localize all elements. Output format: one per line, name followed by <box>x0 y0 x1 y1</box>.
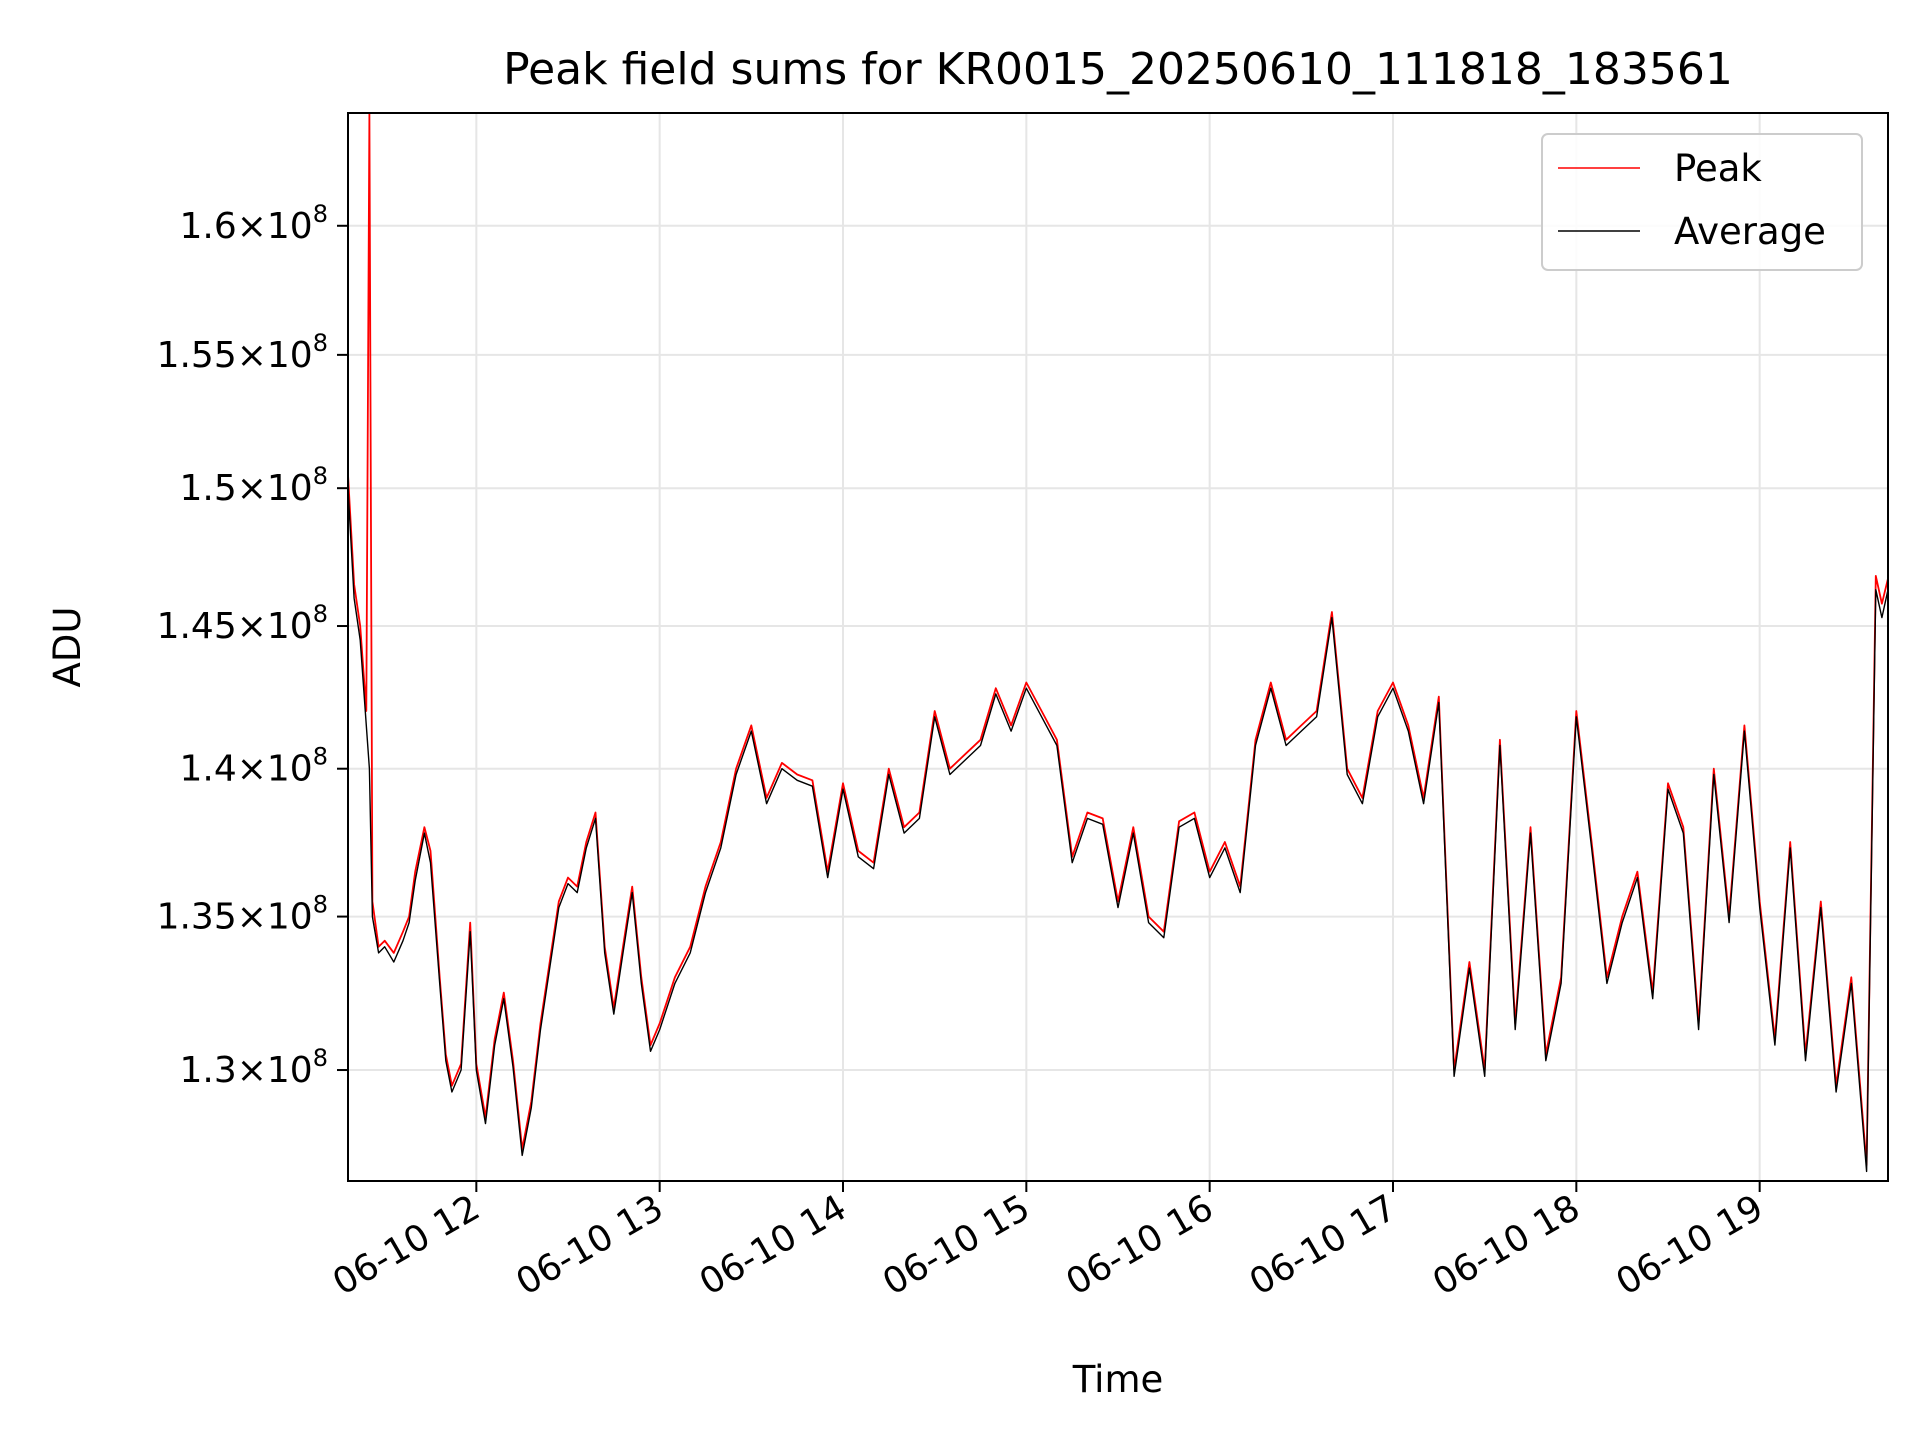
y-tick-times: ×10 <box>237 897 313 938</box>
series-layer <box>348 113 1888 1173</box>
y-tick-exponent: 8 <box>313 743 328 771</box>
y-tick-times: ×10 <box>237 606 313 647</box>
y-tick-exponent: 8 <box>313 329 328 357</box>
grid <box>348 113 1888 1181</box>
series-line-average <box>348 488 1888 1173</box>
y-axis-label: ADU <box>46 607 89 688</box>
plot-area <box>347 112 1889 1182</box>
y-tick-label: 1.3×108 <box>179 1044 328 1091</box>
y-tick-label: 1.5×108 <box>179 462 328 509</box>
legend: Peak Average <box>1541 133 1863 271</box>
y-tick-exponent: 8 <box>313 462 328 490</box>
chart-title: Peak field sums for KR0015_20250610_1118… <box>503 44 1733 95</box>
y-tick-label: 1.55×108 <box>157 329 328 376</box>
legend-label-peak: Peak <box>1674 147 1762 190</box>
y-tick-label: 1.45×108 <box>157 600 328 647</box>
y-tick-times: ×10 <box>237 749 313 790</box>
legend-label-average: Average <box>1674 210 1826 253</box>
y-tick-times: ×10 <box>237 1050 313 1091</box>
y-tick-label: 1.35×108 <box>157 891 328 938</box>
y-axis: 1.3×1081.35×1081.4×1081.45×1081.5×1081.5… <box>157 200 348 1091</box>
y-tick-label: 1.4×108 <box>179 743 328 790</box>
y-tick-times: ×10 <box>237 206 313 247</box>
x-axis-label: Time <box>1072 1358 1164 1401</box>
y-tick-times: ×10 <box>237 468 313 509</box>
y-tick-mantissa: 1.45 <box>157 606 237 647</box>
y-tick-mantissa: 1.35 <box>157 897 237 938</box>
y-tick-label: 1.6×108 <box>179 200 328 247</box>
plot-background <box>348 113 1888 1181</box>
y-tick-mantissa: 1.5 <box>179 468 236 509</box>
y-tick-exponent: 8 <box>313 200 328 228</box>
y-tick-times: ×10 <box>237 335 313 376</box>
y-tick-exponent: 8 <box>313 600 328 628</box>
y-tick-mantissa: 1.55 <box>157 335 237 376</box>
y-tick-mantissa: 1.6 <box>179 206 236 247</box>
y-tick-mantissa: 1.3 <box>179 1050 236 1091</box>
y-tick-exponent: 8 <box>313 1044 328 1072</box>
y-tick-mantissa: 1.4 <box>179 749 236 790</box>
y-tick-exponent: 8 <box>313 891 328 919</box>
plot-frame <box>347 112 1889 1182</box>
